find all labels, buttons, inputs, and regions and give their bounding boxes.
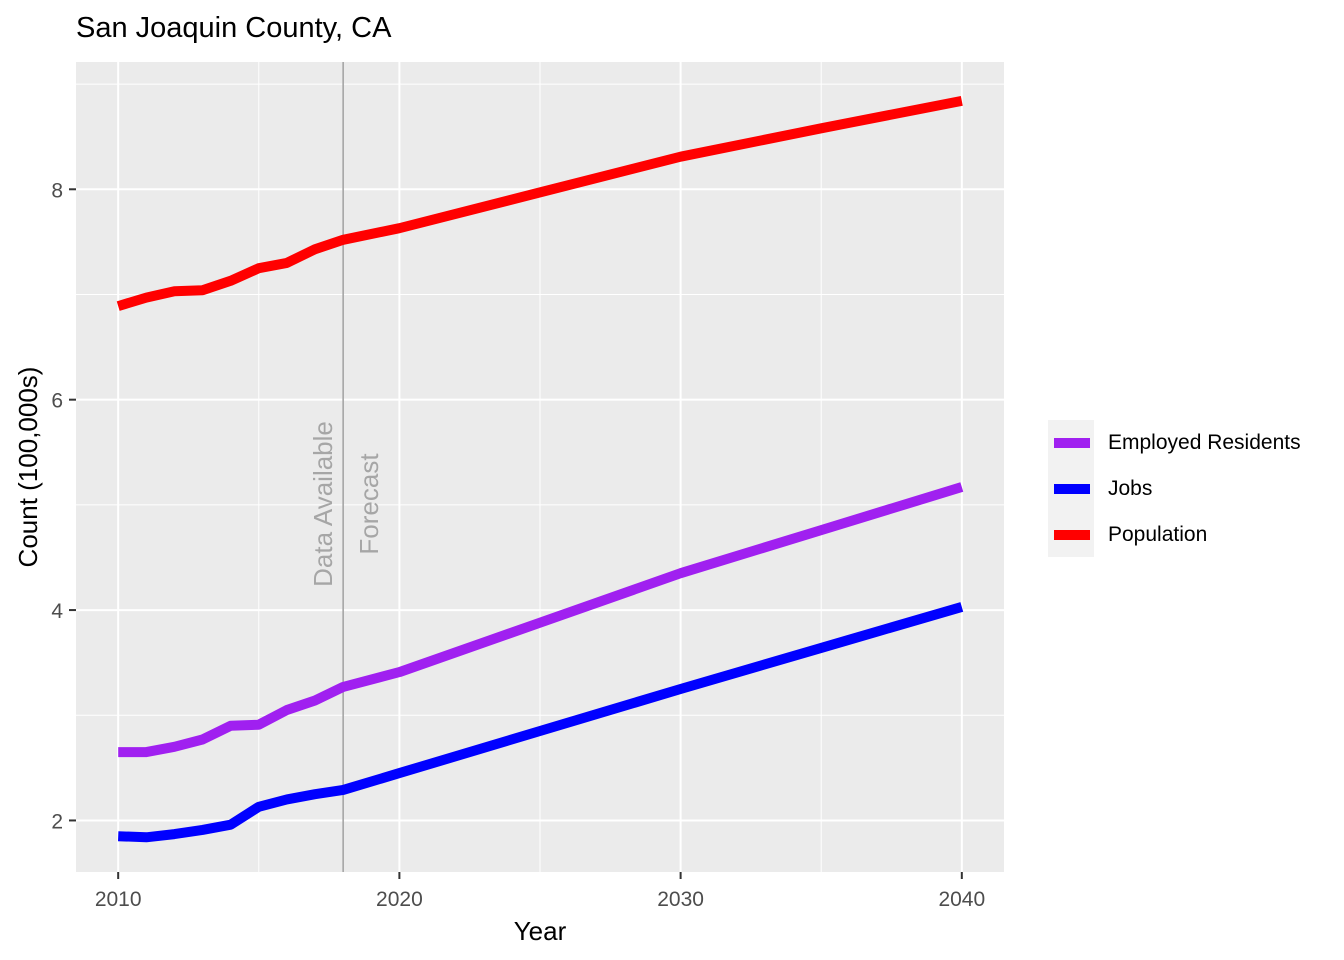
series-line-employed-residents — [118, 482, 964, 758]
x-axis-label: Year — [514, 916, 567, 946]
minor-gridlines — [76, 62, 1004, 872]
x-tick-label: 2030 — [657, 888, 704, 911]
axes: 2010 2020 2030 2040 2 4 6 8 — [51, 179, 985, 911]
annotation-forecast: Forecast — [354, 453, 384, 555]
legend-swatch-employed-residents — [1054, 438, 1090, 448]
series-line-jobs — [118, 602, 964, 843]
y-axis-label: Count (100,000s) — [13, 367, 43, 568]
y-tick-label: 6 — [51, 390, 63, 413]
annotations: Data Available Forecast — [308, 421, 384, 587]
x-tick-label: 2020 — [376, 888, 423, 911]
y-tick-label: 8 — [51, 179, 63, 202]
y-tick-label: 4 — [51, 600, 63, 623]
series-line-population — [116, 95, 963, 311]
legend-swatch-jobs — [1054, 484, 1090, 494]
annotation-data-available: Data Available — [308, 421, 338, 587]
legend-item-jobs: Jobs — [1048, 466, 1338, 512]
x-tick-label: 2040 — [938, 888, 985, 911]
x-tick-label: 2010 — [95, 888, 142, 911]
y-tick-label: 2 — [51, 810, 63, 833]
major-gridlines — [76, 62, 1004, 872]
legend-item-employed-residents: Employed Residents — [1048, 420, 1338, 466]
legend-label: Jobs — [1108, 477, 1153, 500]
legend-label: Employed Residents — [1108, 431, 1301, 454]
legend-item-population: Population — [1048, 512, 1338, 558]
legend-label: Population — [1108, 523, 1208, 546]
series-lines — [116, 95, 964, 843]
legend-swatch-population — [1054, 530, 1090, 540]
chart-title: San Joaquin County, CA — [76, 12, 392, 44]
